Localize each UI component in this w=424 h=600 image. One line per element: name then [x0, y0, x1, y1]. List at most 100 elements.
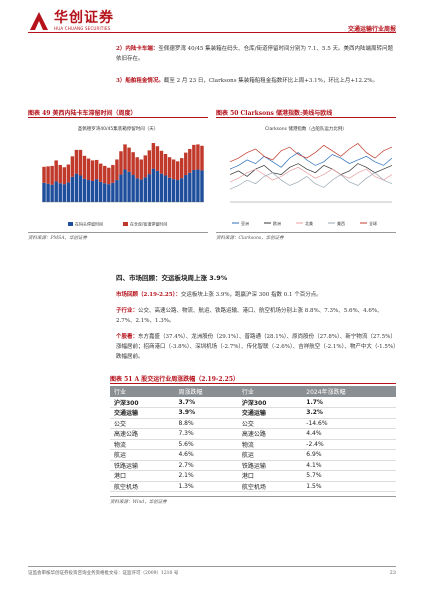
para-text: 交运板块上涨 3.9%，跑赢沪深 300 指数 0.1 个百分点。: [180, 292, 322, 298]
para-text: 截至 2 月 23 日，Clarksons 集装箱船租金指数环比上周+3.1%，…: [163, 78, 378, 84]
footer-divider: [28, 566, 396, 567]
th-ytd: 2024年涨跌幅: [302, 386, 396, 397]
para-label: 个股看：: [116, 334, 139, 340]
table-cell: 4.6%: [174, 449, 238, 461]
performance-table: 行业 周涨跌幅 行业 2024年涨跌幅 沪深300 3.7% 沪深300 1.7% 交通…: [110, 386, 396, 492]
bar-street: [86, 158, 91, 181]
fig50-chart: Clarksons 储港指数（占船队运力比例） 亚洲 欧洲 北美 美西 全球: [229, 125, 393, 226]
table-cell: 物流: [110, 439, 175, 450]
para-label: 市场回顾（2.19-2.25）：: [116, 292, 181, 298]
legend-label: 亚洲: [241, 221, 249, 226]
para-label: 子行业：: [116, 308, 139, 314]
bar-street: [147, 150, 152, 175]
bar-dock: [62, 184, 66, 202]
bar-street: [78, 149, 83, 176]
logo: 华创证券 HUA CHUANG SECURITIES: [28, 10, 114, 32]
legend-label-street: 在仓库/街道停留时间: [130, 221, 167, 227]
bar-dock: [175, 180, 180, 202]
table-cell: 航运: [110, 449, 175, 461]
bar-dock: [66, 182, 71, 202]
table-cell: 交通运输: [110, 407, 175, 419]
logo-cn: 华创证券: [54, 10, 114, 26]
bar-dock: [123, 169, 127, 202]
bar-dock: [119, 174, 123, 202]
table-cell: 5.7%: [302, 470, 396, 482]
paragraph-market-review: 市场回顾（2.19-2.25）：交运板块上涨 3.9%，跑赢沪深 300 指数 …: [116, 290, 396, 300]
bar-street: [70, 156, 75, 177]
bar-dock: [50, 184, 54, 202]
table-cell: 沪深300: [110, 397, 175, 408]
table-cell: -2.4%: [302, 439, 396, 450]
bar-street: [143, 155, 147, 178]
table-cell: 交通运输: [237, 407, 303, 419]
bar-dock: [82, 178, 87, 202]
bar-street: [119, 151, 123, 175]
fig51-title: 图表 51 A 股交运行业周涨跌幅（2.19-2.25）: [110, 376, 239, 383]
table-cell: 铁路运输: [237, 460, 303, 471]
table-row: 交通运输 3.9% 交通运输 3.2%: [110, 407, 396, 419]
table-cell: 沪深300: [237, 397, 303, 408]
table-row: 公交 8.8% 公交 -14.6%: [110, 418, 396, 429]
table-cell: 4.4%: [302, 428, 396, 440]
table-cell: 1.7%: [302, 397, 396, 408]
fig50-inner-title: Clarksons 储港指数（占船队运力比例）: [265, 125, 347, 132]
bar-street: [196, 144, 200, 170]
table-cell: 4.1%: [302, 460, 396, 471]
bar-street: [42, 166, 46, 183]
bar-dock: [151, 168, 156, 202]
bar-dock: [131, 175, 135, 202]
bar-dock: [86, 180, 91, 202]
bar-dock: [111, 182, 115, 202]
table-cell: 3.2%: [302, 407, 396, 419]
bar-street: [107, 167, 111, 185]
para-text: 圣佩德罗湾 40/45 集装箱在码头、仓库/街道停留时间分别为 7.1、5.5 …: [116, 46, 394, 62]
series-line: [229, 172, 393, 190]
bar-street: [127, 147, 131, 172]
legend-label: 全球: [369, 220, 377, 226]
bar-street: [192, 144, 196, 170]
bar-dock: [99, 181, 103, 202]
bar-street: [58, 164, 62, 184]
table-row: 沪深300 3.7% 沪深300 1.7%: [110, 397, 396, 408]
table-cell: 航空机场: [110, 481, 175, 492]
bar-dock: [54, 181, 58, 202]
table-cell: 1.5%: [302, 481, 396, 492]
bar-dock: [58, 183, 62, 202]
fig50-bottom-rule: [216, 232, 396, 233]
para-label: 3）船舶租金情况。: [116, 78, 164, 84]
bar-dock: [180, 178, 184, 202]
table-cell: 2.7%: [174, 460, 238, 471]
bar-dock: [143, 177, 147, 202]
table-cell: 6.9%: [302, 449, 396, 461]
bar-street: [74, 149, 79, 174]
bar-dock: [147, 174, 152, 202]
bar-street: [99, 163, 103, 182]
table-row: 航空机场 1.3% 航空机场 1.5%: [110, 481, 396, 492]
table-row: 高速公路 7.3% 高速公路 4.4%: [110, 428, 396, 440]
series-line: [229, 166, 393, 183]
bar-dock: [167, 177, 172, 202]
series-line: [229, 152, 393, 170]
bar-street: [111, 164, 115, 183]
table-cell: 铁路运输: [110, 460, 175, 471]
fig49-bars: [42, 143, 204, 202]
bar-street: [62, 167, 66, 185]
bar-street: [123, 144, 127, 170]
bar-dock: [115, 180, 119, 202]
fig49-source: 资料来源：PMSA，华创证券: [28, 236, 87, 241]
table-cell: 航空机场: [237, 481, 303, 492]
bar-street: [159, 150, 164, 174]
table-cell: 航运: [237, 449, 303, 461]
bar-dock: [200, 170, 204, 202]
bar-street: [94, 159, 99, 180]
th-industry-2: 行业: [237, 386, 303, 397]
logo-icon: [28, 10, 50, 32]
bar-dock: [94, 179, 99, 202]
fig50-lines: [229, 143, 393, 190]
fig50-title-rule: [216, 117, 396, 118]
fig51-bottom-rule: [110, 496, 396, 497]
table-cell: 3.9%: [174, 407, 238, 419]
bar-street: [82, 155, 87, 179]
table-header-row: 行业 周涨跌幅 行业 2024年涨跌幅: [110, 386, 396, 397]
fig49-title-rule: [28, 117, 208, 118]
